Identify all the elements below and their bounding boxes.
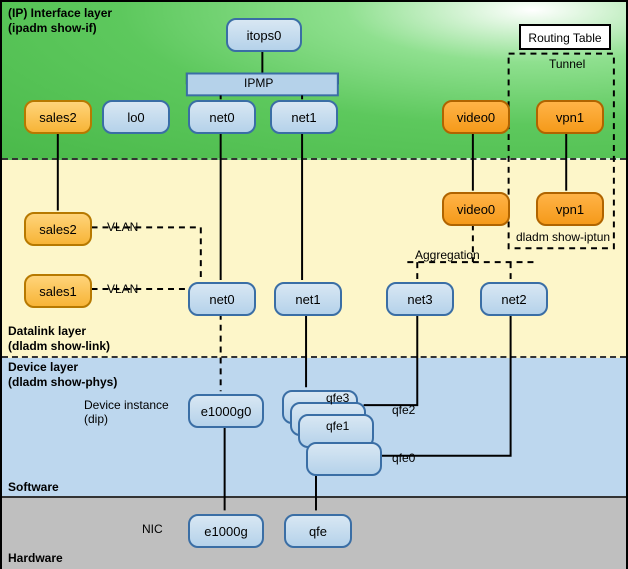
node-e1000g0: e1000g0 — [188, 394, 264, 428]
node-sales1-dl: sales1 — [24, 274, 92, 308]
node-video0-dl: video0 — [442, 192, 510, 226]
label-iptun: dladm show-iptun — [516, 230, 610, 244]
label-qfe1: qfe1 — [326, 419, 349, 433]
node-lo0: lo0 — [102, 100, 170, 134]
label-device-instance: Device instance (dip) — [84, 398, 169, 426]
label-aggregation: Aggregation — [415, 248, 480, 262]
label-software: Software — [8, 480, 59, 495]
label-hardware: Hardware — [8, 551, 63, 566]
node-vpn1-dl: vpn1 — [536, 192, 604, 226]
label-nic: NIC — [142, 522, 163, 536]
node-itops0: itops0 — [226, 18, 302, 52]
label-vlan-1: VLAN — [107, 220, 138, 234]
node-net1-dl: net1 — [274, 282, 342, 316]
node-e1000g: e1000g — [188, 514, 264, 548]
routing-table-box: Routing Table — [519, 24, 611, 50]
node-net3-dl: net3 — [386, 282, 454, 316]
label-datalink-layer: Datalink layer (dladm show-link) — [8, 324, 110, 354]
label-qfe2: qfe2 — [392, 403, 415, 417]
node-qfe: qfe — [284, 514, 352, 548]
node-sales2-ip: sales2 — [24, 100, 92, 134]
label-qfe3: qfe3 — [326, 391, 349, 405]
node-net1-ip: net1 — [270, 100, 338, 134]
node-video0-ip: video0 — [442, 100, 510, 134]
label-vlan-2: VLAN — [107, 282, 138, 296]
label-tunnel: Tunnel — [549, 57, 585, 71]
node-qfe0-card — [306, 442, 382, 476]
node-vpn1-ip: vpn1 — [536, 100, 604, 134]
node-net2-dl: net2 — [480, 282, 548, 316]
node-sales2-dl: sales2 — [24, 212, 92, 246]
label-ipmp: IPMP — [244, 76, 273, 90]
network-stack-diagram: (IP) Interface layer (ipadm show-if) Dat… — [0, 0, 628, 569]
node-net0-ip: net0 — [188, 100, 256, 134]
node-net0-dl: net0 — [188, 282, 256, 316]
label-device-layer: Device layer (dladm show-phys) — [8, 360, 117, 390]
label-ip-layer: (IP) Interface layer (ipadm show-if) — [8, 6, 112, 36]
label-qfe0: qfe0 — [392, 451, 415, 465]
